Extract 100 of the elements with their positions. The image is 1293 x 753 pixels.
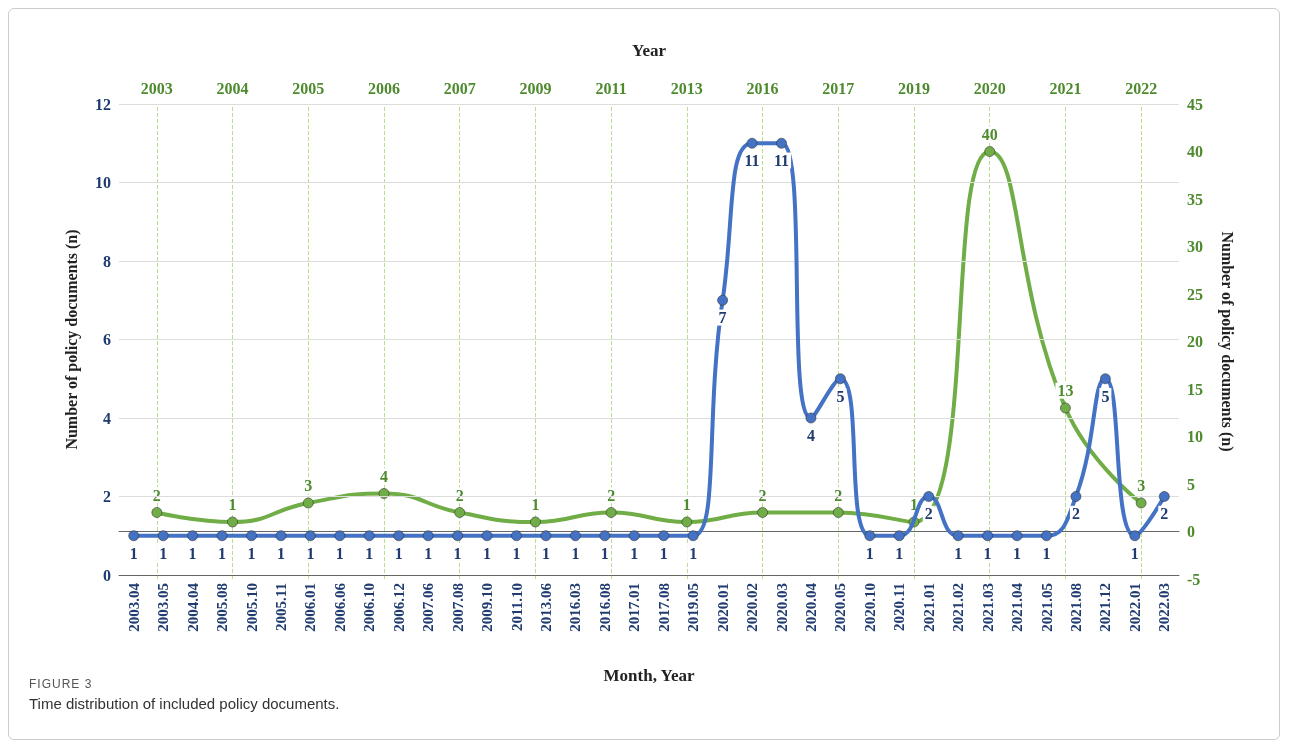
data-label: 1 [453, 544, 462, 562]
point [1060, 402, 1071, 414]
data-label: 3 [1137, 477, 1146, 495]
point [1129, 530, 1141, 542]
point [303, 497, 314, 509]
y-tick-label: 30 [1187, 238, 1203, 255]
point [658, 530, 670, 542]
data-label: 1 [954, 544, 963, 562]
y-tick-label: 40 [1187, 143, 1203, 160]
y-tick-label: 10 [1187, 428, 1203, 445]
point [422, 530, 434, 542]
data-label: 1 [276, 544, 285, 562]
data-label: 1 [571, 544, 580, 562]
data-label: 5 [836, 387, 845, 405]
point [1070, 491, 1082, 502]
x-tick-label: 2016.08 [596, 583, 613, 632]
point [363, 530, 375, 542]
point [454, 507, 466, 518]
x-tick-label: 2021 [1049, 79, 1082, 97]
point [805, 412, 817, 424]
x-tick-label: 2013.06 [537, 582, 554, 632]
point [757, 507, 768, 518]
x-tick-label: 2003.05 [155, 583, 172, 632]
point [1135, 497, 1147, 509]
x-tick-label: 2005 [292, 79, 325, 97]
x-tick-label: 2021.02 [950, 583, 967, 632]
x-tick-label: 2020.03 [773, 583, 790, 632]
data-label: 2 [1160, 505, 1169, 523]
x-tick-label: 2005.10 [243, 583, 260, 632]
point [628, 530, 640, 542]
data-label: 1 [1013, 544, 1022, 562]
x-tick-label: 2011 [595, 79, 627, 97]
x-tick-label: 2007 [443, 79, 476, 97]
data-label: 11 [744, 152, 760, 170]
data-label: 7 [718, 309, 727, 327]
y-tick-label: 8 [103, 252, 111, 270]
x-tick-label: 2020.04 [802, 582, 819, 632]
point [570, 530, 581, 542]
data-label: 1 [129, 544, 138, 562]
x-tick-label: 2006.12 [390, 583, 407, 632]
x-tick-label: 2017.01 [626, 583, 643, 632]
y-tick-label: 12 [95, 95, 111, 113]
y-tick-label: 10 [95, 174, 111, 191]
point [1158, 491, 1170, 502]
x-axis-title: Year [632, 41, 667, 60]
x-tick-label: 2021.05 [1038, 583, 1055, 632]
y-tick-label: 5 [1187, 475, 1195, 493]
data-label: 1 [910, 496, 918, 514]
point [776, 137, 787, 149]
x-tick-label: 2005.08 [214, 583, 231, 632]
data-label: 1 [895, 544, 904, 562]
data-label: 5 [1101, 387, 1110, 405]
data-label: 1 [365, 544, 374, 562]
caption: FIGURE 3 [29, 677, 94, 691]
x-tick-label: 2020.01 [714, 583, 731, 632]
data-label: 1 [531, 496, 540, 514]
data-label: 1 [159, 544, 168, 562]
data-label: 1 [1042, 544, 1051, 562]
x-tick-label: 2003.04 [125, 582, 142, 632]
x-tick-label: 2017.08 [655, 583, 672, 632]
point [864, 530, 876, 542]
x-tick-label: 2021.01 [920, 583, 937, 632]
data-label: 1 [865, 544, 874, 562]
x-axis-title: Month, Year [603, 666, 695, 685]
x-tick-label: 2021.03 [979, 583, 996, 632]
x-tick-label: 2022.03 [1156, 583, 1173, 632]
text: Time distribution of included policy documents. [29, 695, 340, 712]
point [246, 530, 257, 542]
y-tick-label: 0 [103, 566, 111, 584]
point [893, 530, 905, 542]
point [452, 530, 463, 542]
x-tick-label: 2016 [746, 79, 779, 97]
point [835, 373, 846, 385]
point [216, 530, 228, 542]
data-label: 1 [218, 544, 227, 562]
x-tick-label: 2006.06 [331, 582, 348, 632]
x-tick-label: 2022.01 [1126, 583, 1143, 632]
data-label: 2 [607, 486, 616, 504]
point [128, 530, 140, 542]
data-label: 2 [924, 505, 933, 523]
data-label: 1 [682, 496, 691, 514]
x-tick-label: 2022 [1125, 79, 1158, 97]
point [599, 530, 611, 542]
point [605, 507, 617, 518]
data-label: 1 [512, 544, 521, 562]
data-label: 4 [380, 467, 388, 485]
data-label: 1 [659, 544, 668, 562]
point [833, 507, 844, 518]
x-tick-label: 2005.11 [272, 583, 289, 631]
y-tick-label: 25 [1187, 285, 1203, 303]
x-tick-label: 2021.12 [1097, 583, 1114, 632]
data-label: 1 [689, 544, 698, 562]
x-tick-label: 2021.08 [1067, 583, 1084, 632]
x-tick-label: 2007.06 [420, 582, 437, 632]
point [984, 146, 996, 157]
x-tick-label: 2011.10 [508, 583, 525, 631]
x-tick-label: 2019 [898, 79, 930, 97]
x-tick-label: 2021.04 [1009, 582, 1026, 632]
point [681, 516, 693, 528]
y-tick-label: 6 [103, 331, 111, 348]
